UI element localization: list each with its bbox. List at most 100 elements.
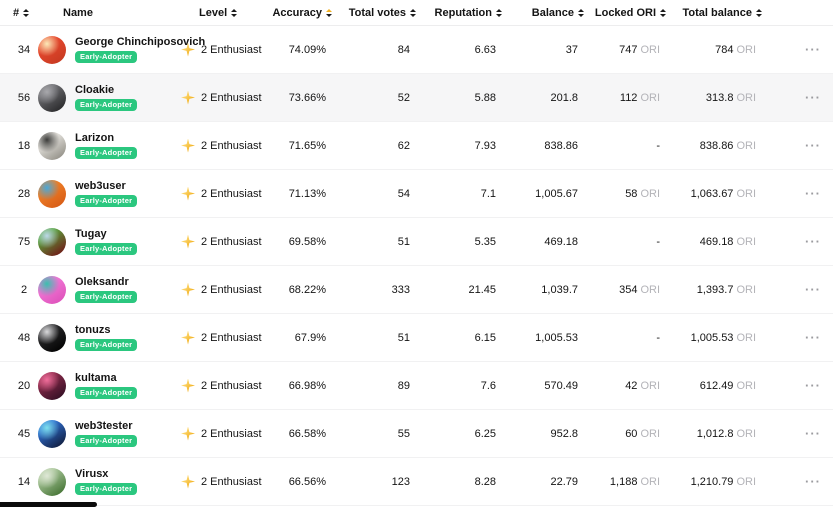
user-cell: Larizon Early-Adopter [38,131,178,160]
total-balance-value: 1,063.67 ORI [690,187,756,200]
row-menu-icon[interactable]: ··· [805,233,821,249]
column-label: Name [63,6,93,19]
user-cell: Cloakie Early-Adopter [38,83,178,112]
reputation-value: 7.93 [474,139,496,152]
row-actions-cell: ··· [766,139,833,153]
level-cell: 2 Enthusiast [178,234,278,249]
column-header-rank[interactable]: # [0,7,38,19]
ori-unit: ORI [736,379,756,392]
avatar[interactable] [38,371,66,400]
table-body: 34 George Chinchiposovich Early-Adopter … [0,26,833,506]
row-menu-icon[interactable]: ··· [805,329,821,345]
early-adopter-badge: Early-Adopter [75,387,138,400]
level-cell: 2 Enthusiast [178,186,278,201]
accuracy-value: 73.66% [288,91,326,104]
level-cell: 2 Enthusiast [178,426,278,441]
avatar[interactable] [38,275,66,304]
row-menu-icon[interactable]: ··· [805,137,821,153]
early-adopter-badge: Early-Adopter [75,291,138,304]
avatar[interactable] [38,467,66,496]
column-header-locked-ori[interactable]: Locked ORI [588,7,670,19]
avatar[interactable] [38,227,66,256]
table-row[interactable]: 34 George Chinchiposovich Early-Adopter … [0,26,833,74]
table-row[interactable]: 18 Larizon Early-Adopter 2 Enthusiast 71… [0,122,833,170]
column-header-reputation[interactable]: Reputation [420,7,506,19]
row-menu-icon[interactable]: ··· [805,281,821,297]
rank-value: 56 [17,91,31,104]
rank-value: 48 [17,331,31,344]
row-actions-cell: ··· [766,427,833,441]
level-cell: 2 Enthusiast [178,330,278,345]
total-votes-value: 51 [397,235,410,248]
total-votes-value: 123 [391,475,410,488]
table-row[interactable]: 48 tonuzs Early-Adopter 2 Enthusiast 67.… [0,314,833,362]
table-row[interactable]: 14 Virusx Early-Adopter 2 Enthusiast 66.… [0,458,833,506]
ori-unit: ORI [640,379,660,392]
sort-icon [496,8,502,17]
column-header-accuracy[interactable]: Accuracy [272,7,336,19]
level-value: 2 Enthusiast [201,187,262,200]
column-header-total-votes[interactable]: Total votes [336,7,420,19]
table-row[interactable]: 75 Tugay Early-Adopter 2 Enthusiast 69.5… [0,218,833,266]
table-row[interactable]: 20 kultama Early-Adopter 2 Enthusiast 66… [0,362,833,410]
row-actions-cell: ··· [766,475,833,489]
early-adopter-badge: Early-Adopter [75,243,138,256]
table-row[interactable]: 2 Oleksandr Early-Adopter 2 Enthusiast 6… [0,266,833,314]
row-menu-icon[interactable]: ··· [805,89,821,105]
balance-value: 838.86 [544,139,578,152]
avatar[interactable] [38,83,66,112]
row-menu-icon[interactable]: ··· [805,473,821,489]
level-value: 2 Enthusiast [201,139,262,152]
ori-unit: ORI [640,427,660,440]
level-star-icon [181,42,195,57]
total-votes-value: 51 [397,331,410,344]
level-cell: 2 Enthusiast [178,282,278,297]
ori-unit: ORI [640,43,660,56]
table-row[interactable]: 56 Cloakie Early-Adopter 2 Enthusiast 73… [0,74,833,122]
row-menu-icon[interactable]: ··· [805,377,821,393]
row-menu-icon[interactable]: ··· [805,41,821,57]
row-actions-cell: ··· [766,43,833,57]
locked-ori-value: 354 ORI [619,283,660,296]
table-row[interactable]: 45 web3tester Early-Adopter 2 Enthusiast… [0,410,833,458]
username: kultama [75,371,117,384]
level-cell: 2 Enthusiast [178,138,278,153]
locked-ori-value: 747 ORI [619,43,660,56]
avatar[interactable] [38,35,66,64]
row-menu-icon[interactable]: ··· [805,185,821,201]
column-label: Balance [531,6,574,19]
avatar[interactable] [38,131,66,160]
row-menu-icon[interactable]: ··· [805,425,821,441]
column-label: Level [199,6,228,19]
user-cell: web3tester Early-Adopter [38,419,178,448]
total-votes-value: 333 [391,283,410,296]
avatar[interactable] [38,179,66,208]
accuracy-value: 71.65% [288,139,326,152]
level-star-icon [181,474,195,489]
column-header-level[interactable]: Level [178,7,278,19]
ori-unit: ORI [736,43,756,56]
locked-ori-value: 1,188 ORI [609,475,660,488]
table-row[interactable]: 28 web3user Early-Adopter 2 Enthusiast 7… [0,170,833,218]
column-header-balance[interactable]: Balance [506,7,588,19]
reputation-value: 21.45 [468,283,496,296]
level-star-icon [181,90,195,105]
row-actions-cell: ··· [766,187,833,201]
sort-icon [410,8,416,17]
username: George Chinchiposovich [75,35,206,48]
sort-icon [578,8,584,17]
reputation-value: 7.6 [480,379,496,392]
avatar[interactable] [38,323,66,352]
total-balance-value: 838.86 ORI [699,139,756,152]
column-label: Accuracy [272,6,322,19]
column-header-total-balance[interactable]: Total balance [670,7,766,19]
username: web3user [75,179,126,192]
level-value: 2 Enthusiast [201,331,262,344]
rank-value: 45 [17,427,31,440]
balance-value: 469.18 [544,235,578,248]
reputation-value: 5.35 [474,235,496,248]
column-label: Reputation [434,6,492,19]
accuracy-value: 66.58% [288,427,326,440]
avatar[interactable] [38,419,66,448]
